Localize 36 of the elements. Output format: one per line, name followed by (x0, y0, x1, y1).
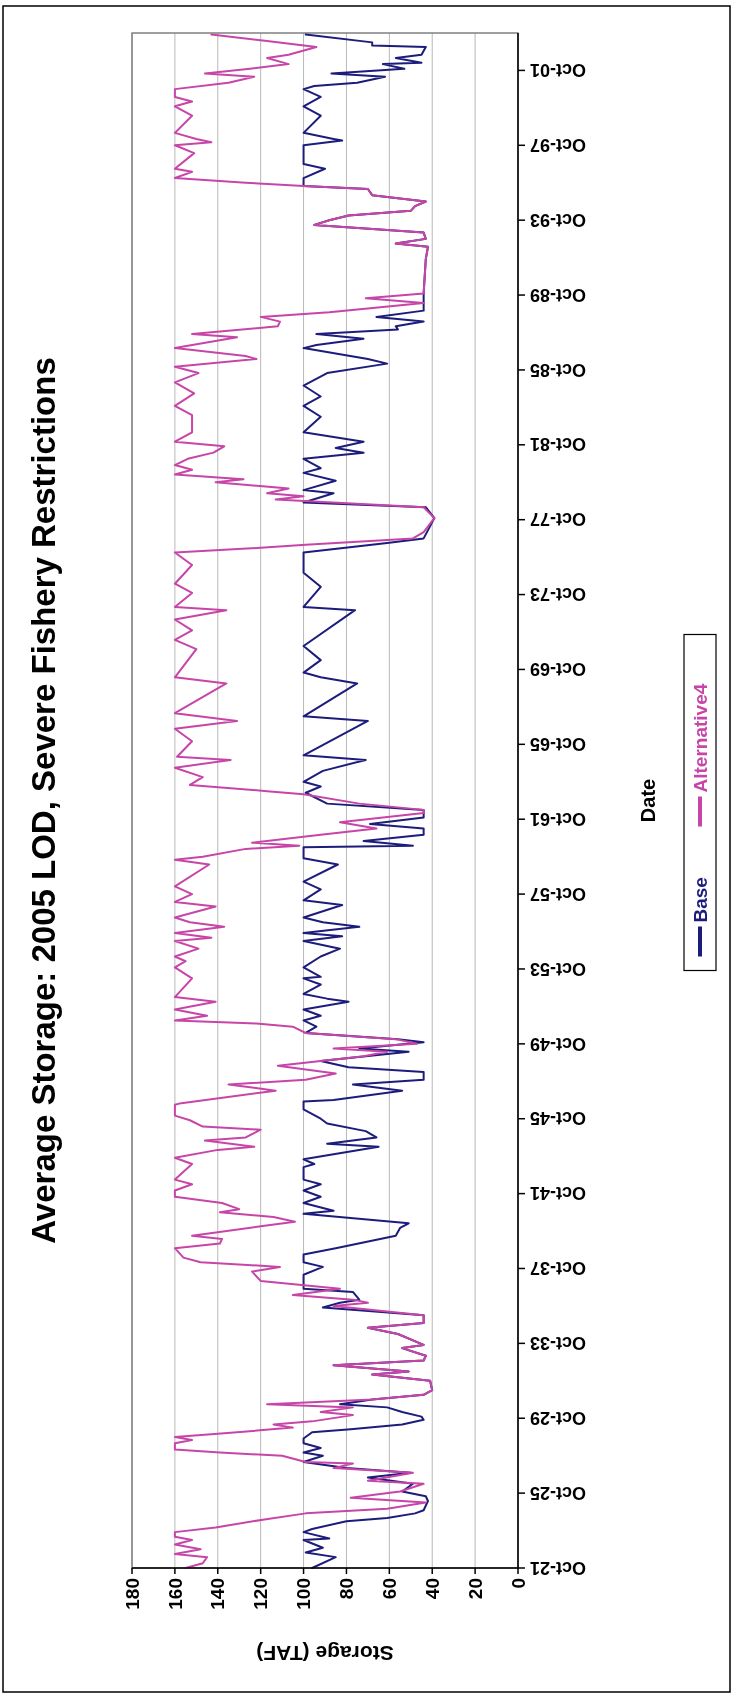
x-tick-label: 140 (207, 1578, 229, 1610)
y-tick-label: Oct-25 (530, 1482, 587, 1503)
y-tick-label: Oct-57 (530, 883, 587, 904)
y-tick-label: Oct-29 (530, 1407, 587, 1428)
x-tick-label: 120 (250, 1578, 272, 1610)
y-tick-label: Oct-93 (530, 209, 587, 230)
x-tick-label: 20 (464, 1578, 486, 1600)
y-tick-label: Oct-61 (530, 808, 587, 829)
x-axis-title: Storage (TAF) (256, 1642, 394, 1665)
y-tick-label: Oct-49 (530, 1033, 587, 1054)
y-tick-label: Oct-37 (530, 1258, 587, 1279)
y-tick-label: Oct-81 (530, 434, 587, 455)
y-tick-label: Oct-21 (530, 1557, 587, 1578)
y-tick-label: Oct-97 (530, 134, 587, 155)
x-tick-label: 80 (336, 1578, 358, 1600)
y-axis-title: Date (637, 778, 659, 823)
y-tick-label: Oct-85 (530, 359, 587, 380)
x-tick-label: 100 (293, 1578, 315, 1610)
x-tick-label: 180 (121, 1578, 143, 1610)
y-tick-label: Oct-77 (530, 509, 587, 530)
text: Alternative4 (689, 683, 711, 793)
x-tick-label: 160 (164, 1578, 186, 1610)
y-tick-label: Oct-89 (530, 284, 587, 305)
x-tick-label: 40 (421, 1578, 443, 1600)
y-tick-label: Oct-41 (530, 1183, 587, 1204)
y-tick-label: Oct-45 (530, 1108, 587, 1129)
y-tick-label: Oct-65 (530, 734, 587, 755)
x-tick-label: 60 (378, 1578, 400, 1600)
y-tick-label: Oct-53 (530, 958, 587, 979)
y-tick-label: Oct-73 (530, 584, 587, 605)
y-tick-label: Oct-69 (530, 659, 587, 680)
x-tick-label: 0 (507, 1578, 529, 1589)
y-tick-label: Oct-01 (530, 60, 587, 81)
y-tick-label: Oct-33 (530, 1333, 587, 1354)
text: Average Storage: 2005 LOD, Severe Fishery Restrictions (25, 357, 62, 1244)
text: Base (689, 877, 711, 923)
